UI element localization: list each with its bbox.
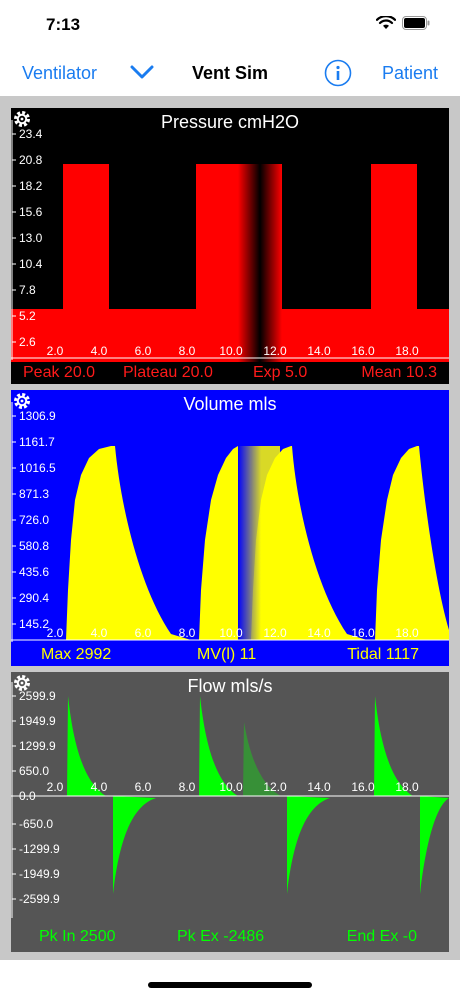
- x-tick-label: 2.0: [47, 780, 64, 794]
- y-tick-label: 435.6: [19, 565, 49, 579]
- x-tick-label: 14.0: [307, 780, 331, 794]
- x-tick-label: 2.0: [47, 626, 64, 640]
- x-tick-label: 14.0: [307, 626, 331, 640]
- gear-icon[interactable]: [11, 672, 33, 694]
- y-tick-label: 15.6: [19, 205, 43, 219]
- gear-icon[interactable]: [11, 108, 33, 130]
- y-tick-label: 580.8: [19, 539, 49, 553]
- flow-title: Flow mls/s: [187, 676, 273, 696]
- navigation-bar: Ventilator Vent Sim Patient: [0, 50, 460, 96]
- ventilator-button[interactable]: Ventilator: [22, 63, 98, 83]
- pk-in-value: Pk In 2500: [39, 928, 116, 945]
- x-tick-label: 4.0: [91, 626, 108, 640]
- x-tick-label: 4.0: [91, 344, 108, 358]
- y-tick-label: 290.4: [19, 591, 49, 605]
- pk-ex-value: Pk Ex -2486: [177, 928, 265, 945]
- y-tick-label: 18.2: [19, 179, 43, 193]
- x-tick-label: 6.0: [135, 780, 152, 794]
- exp-value: Exp 5.0: [253, 364, 308, 381]
- x-tick-label: 18.0: [395, 626, 419, 640]
- pressure-stats-bar: Peak 20.0 Plateau 20.0 Exp 5.0 Mean 10.3: [11, 362, 449, 384]
- volume-panel: 1306.9 1161.7 1016.5 871.3 726.0 580.8 435.6 29…: [11, 390, 449, 666]
- y-tick-label: -650.0: [19, 817, 53, 831]
- x-tick-label: 10.0: [219, 626, 243, 640]
- chart-area: 23.4 20.8 18.2 15.6 13.0 10.4 7.8 5.2 2.6 2.0 4.0…: [0, 96, 460, 960]
- x-tick-label: 18.0: [395, 344, 419, 358]
- max-value: Max 2992: [41, 646, 112, 663]
- x-tick-label: 4.0: [91, 780, 108, 794]
- gear-icon[interactable]: [11, 390, 33, 412]
- flow-stats-bar: Pk In 2500 Pk Ex -2486 End Ex -0: [11, 926, 449, 948]
- flow-chart: 2599.9 1949.9 1299.9 650.0 0.0 -650.0 -1299.9 -…: [11, 672, 449, 952]
- pressure-title: Pressure cmH2O: [160, 112, 300, 132]
- volume-title: Volume mls: [183, 394, 277, 414]
- peak-value: Peak 20.0: [23, 364, 96, 381]
- y-tick-label: 10.4: [19, 257, 43, 271]
- end-ex-value: End Ex -0: [346, 928, 417, 945]
- y-tick-label: 5.2: [19, 309, 36, 323]
- x-tick-label: 6.0: [135, 626, 152, 640]
- y-tick-label: 871.3: [19, 487, 49, 501]
- x-tick-label: 16.0: [351, 626, 375, 640]
- y-tick-label: 1306.9: [19, 409, 56, 423]
- y-tick-label: 0.0: [19, 789, 36, 803]
- x-tick-label: 12.0: [263, 780, 287, 794]
- x-tick-label: 10.0: [219, 780, 243, 794]
- pressure-chart: 23.4 20.8 18.2 15.6 13.0 10.4 7.8 5.2 2.6 2.0 4.0…: [11, 108, 449, 362]
- plateau-value: Plateau 20.0: [123, 364, 213, 381]
- y-tick-label: 20.8: [19, 153, 43, 167]
- battery-icon: [402, 16, 430, 30]
- status-time: 7:13: [46, 15, 81, 34]
- y-tick-label: 1016.5: [19, 461, 56, 475]
- flow-panel: 2599.9 1949.9 1299.9 650.0 0.0 -650.0 -1299.9 -…: [11, 672, 449, 952]
- pressure-panel: 23.4 20.8 18.2 15.6 13.0 10.4 7.8 5.2 2.6 2.0 4.0…: [11, 108, 449, 384]
- y-tick-label: 2599.9: [19, 689, 56, 703]
- y-tick-label: 145.2: [19, 617, 49, 631]
- y-tick-label: 7.8: [19, 283, 36, 297]
- y-tick-label: -1299.9: [19, 842, 60, 856]
- x-tick-label: 14.0: [307, 344, 331, 358]
- status-icons: [376, 16, 430, 30]
- status-bar: 7:13: [0, 0, 460, 50]
- volume-stats-bar: Max 2992 MV(l) 11 Tidal 1117: [11, 644, 449, 666]
- x-tick-label: 18.0: [395, 780, 419, 794]
- y-tick-label: 23.4: [19, 127, 43, 141]
- patient-button[interactable]: Patient: [381, 63, 438, 83]
- mv-value: MV(l) 11: [197, 646, 257, 663]
- y-tick-label: -2599.9: [19, 892, 60, 906]
- wifi-icon: [376, 16, 396, 29]
- x-tick-label: 8.0: [179, 780, 196, 794]
- home-indicator[interactable]: [148, 982, 312, 988]
- y-tick-label: 1299.9: [19, 739, 56, 753]
- y-tick-label: 13.0: [19, 231, 43, 245]
- page-title: Vent Sim: [191, 63, 269, 83]
- y-tick-label: -1949.9: [19, 867, 60, 881]
- y-tick-label: 2.6: [19, 335, 36, 349]
- mean-value: Mean 10.3: [361, 364, 437, 381]
- tidal-value: Tidal 1117: [347, 646, 419, 663]
- y-tick-label: 1949.9: [19, 714, 56, 728]
- info-icon[interactable]: [324, 59, 352, 87]
- x-tick-label: 12.0: [263, 344, 287, 358]
- x-tick-label: 8.0: [179, 626, 196, 640]
- x-tick-label: 10.0: [219, 344, 243, 358]
- volume-chart: 1306.9 1161.7 1016.5 871.3 726.0 580.8 435.6 29…: [11, 390, 449, 644]
- x-tick-label: 16.0: [351, 344, 375, 358]
- chevron-down-icon[interactable]: [130, 64, 154, 80]
- x-tick-label: 2.0: [47, 344, 64, 358]
- x-tick-label: 16.0: [351, 780, 375, 794]
- y-tick-label: 726.0: [19, 513, 49, 527]
- x-tick-label: 8.0: [179, 344, 196, 358]
- y-tick-label: 1161.7: [19, 435, 55, 449]
- x-tick-label: 12.0: [263, 626, 287, 640]
- y-tick-label: 650.0: [19, 764, 49, 778]
- x-tick-label: 6.0: [135, 344, 152, 358]
